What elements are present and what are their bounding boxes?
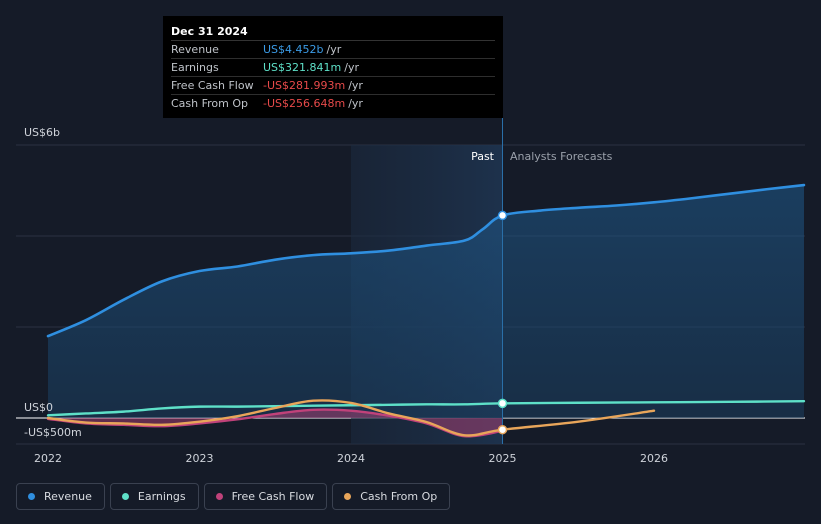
x-tick-label: 2022 (34, 452, 62, 465)
tooltip-value: US$4.452b (263, 43, 324, 56)
cash-from-op-point[interactable] (497, 424, 508, 435)
tooltip-unit: /yr (326, 43, 342, 56)
tooltip-label: Cash From Op (171, 97, 249, 110)
legend-item-free-cash-flow[interactable]: Free Cash Flow (203, 483, 328, 510)
forecast-label: Analysts Forecasts (510, 150, 613, 163)
tooltip-unit: /yr (344, 61, 359, 74)
tooltip-row-free-cash-flow: Free Cash Flow -US$281.993m /yr (171, 77, 495, 95)
legend: Revenue Earnings Free Cash Flow Cash Fro… (16, 483, 451, 510)
x-tick-label: 2025 (489, 452, 517, 465)
legend-item-cash-from-op[interactable]: Cash From Op (332, 483, 451, 510)
tooltip-date: Dec 31 2024 (171, 23, 495, 41)
earnings-point[interactable] (497, 398, 508, 409)
revenue-line (46, 183, 806, 338)
legend-label: Cash From Op (360, 490, 438, 503)
x-tick-label: 2023 (186, 452, 214, 465)
y-tick-label: -US$500m (24, 426, 82, 439)
legend-dot-icon (215, 493, 223, 500)
tooltip-row-earnings: Earnings US$321.841m /yr (171, 59, 495, 77)
revenue-point[interactable] (497, 210, 508, 221)
legend-dot-icon (344, 493, 352, 500)
tooltip-label: Revenue (171, 43, 219, 56)
y-tick-label: US$0 (24, 401, 53, 414)
tooltip-value: US$321.841m (263, 61, 342, 74)
x-tick-label: 2026 (640, 452, 668, 465)
legend-label: Earnings (137, 490, 186, 503)
legend-dot-icon (121, 493, 129, 500)
legend-label: Revenue (44, 490, 92, 503)
earnings-line (46, 399, 806, 417)
tooltip-label: Free Cash Flow (171, 79, 254, 92)
revenue-area (48, 185, 804, 418)
legend-item-earnings[interactable]: Earnings (109, 483, 199, 510)
free-cash-flow-line (46, 408, 504, 438)
past-label: Past (471, 150, 495, 163)
tooltip: Dec 31 2024 Revenue US$4.452b /yr Earnin… (163, 16, 503, 118)
tooltip-value: -US$281.993m (263, 79, 346, 92)
tooltip-row-revenue: Revenue US$4.452b /yr (171, 41, 495, 59)
tooltip-unit: /yr (348, 97, 363, 110)
legend-label: Free Cash Flow (231, 490, 315, 503)
legend-dot-icon (28, 493, 35, 500)
tooltip-unit: /yr (348, 79, 363, 92)
y-tick-label: US$6b (24, 126, 60, 139)
tooltip-row-cash-from-op: Cash From Op -US$256.648m /yr (171, 95, 495, 112)
tooltip-value: -US$256.648m (263, 97, 346, 110)
x-tick-label: 2024 (337, 452, 365, 465)
tooltip-label: Earnings (171, 61, 219, 74)
legend-item-revenue[interactable]: Revenue (16, 483, 105, 510)
